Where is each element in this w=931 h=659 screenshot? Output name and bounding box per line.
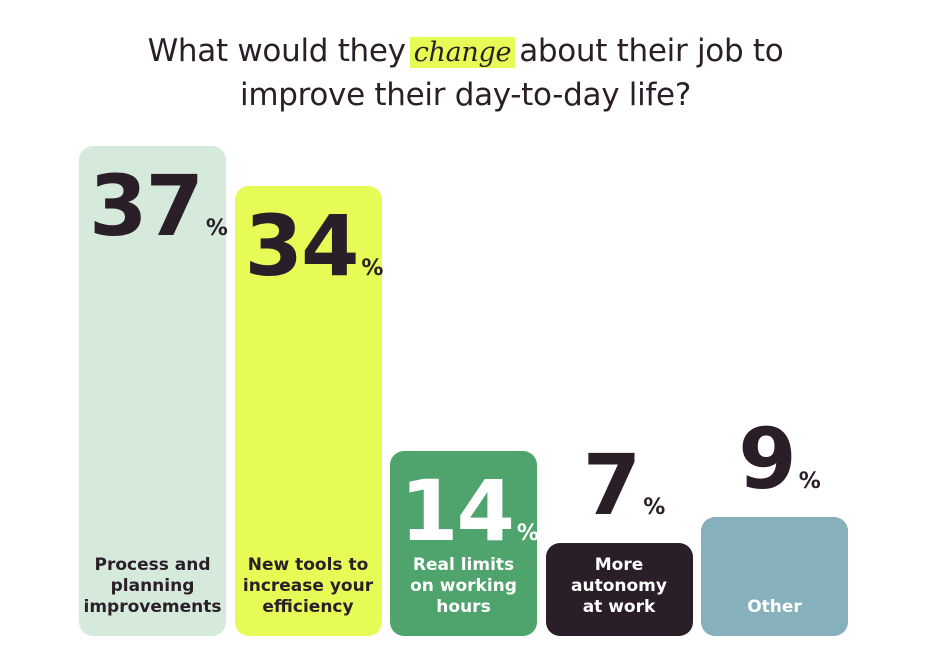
data-label-value: 14 xyxy=(400,461,515,560)
chart-title: What would they change about their job to i… xyxy=(0,30,931,117)
title-part-before: What would they xyxy=(147,33,406,69)
data-label-value: 37 xyxy=(89,157,204,255)
bar-3: Real limits on working hours xyxy=(390,450,537,636)
bar-label: Real limits on working hours xyxy=(410,554,517,617)
data-label: 9% xyxy=(711,417,848,501)
bar-label: New tools to increase your efficiency xyxy=(242,554,374,617)
data-label-unit: % xyxy=(361,255,384,281)
title-part-after: about their job to improve their day-to-d… xyxy=(240,33,784,113)
data-label: 7% xyxy=(556,443,693,527)
data-label-value: 7 xyxy=(582,436,641,535)
data-label: 34% xyxy=(245,204,384,288)
data-label-unit: % xyxy=(643,495,666,521)
data-label-unit: % xyxy=(205,216,228,241)
data-label: 14% xyxy=(400,469,539,553)
data-label-unit: % xyxy=(516,520,539,546)
data-label-value: 9 xyxy=(738,409,796,508)
data-label-value: 34 xyxy=(244,196,360,295)
data-label: 37% xyxy=(89,164,228,248)
bar-label: Process and planning improvements xyxy=(83,555,222,617)
bar-4: More autonomy at work xyxy=(545,543,693,636)
title-highlight: change xyxy=(409,37,516,68)
bar-1: Process and planning improvements xyxy=(79,146,226,636)
data-label-unit: % xyxy=(798,468,821,494)
bar-label: More autonomy at work xyxy=(571,554,667,617)
bar-5: Other xyxy=(701,516,848,636)
bar-2: New tools to increase your efficiency xyxy=(234,185,382,636)
bar-label: Other xyxy=(747,596,802,617)
